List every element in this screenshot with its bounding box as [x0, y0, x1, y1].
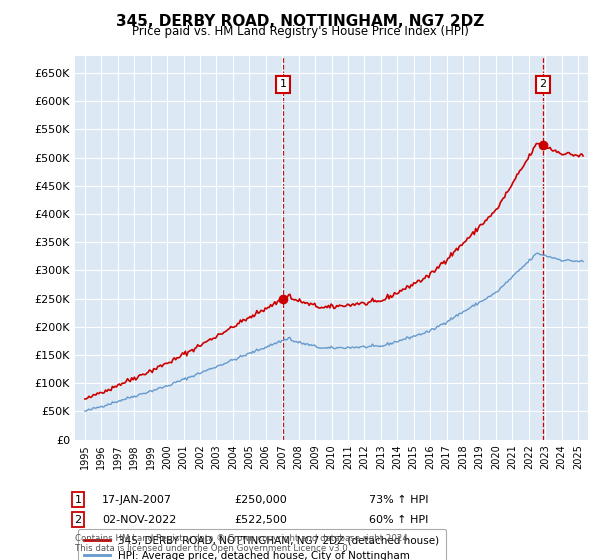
Text: Price paid vs. HM Land Registry's House Price Index (HPI): Price paid vs. HM Land Registry's House … [131, 25, 469, 38]
Text: 2: 2 [539, 79, 546, 89]
Text: Contains HM Land Registry data © Crown copyright and database right 2024.
This d: Contains HM Land Registry data © Crown c… [75, 534, 410, 553]
Text: 73% ↑ HPI: 73% ↑ HPI [369, 494, 428, 505]
Text: £250,000: £250,000 [234, 494, 287, 505]
Text: 60% ↑ HPI: 60% ↑ HPI [369, 515, 428, 525]
Text: 02-NOV-2022: 02-NOV-2022 [102, 515, 176, 525]
Text: 17-JAN-2007: 17-JAN-2007 [102, 494, 172, 505]
Text: £522,500: £522,500 [234, 515, 287, 525]
Legend: 345, DERBY ROAD, NOTTINGHAM, NG7 2DZ (detached house), HPI: Average price, detac: 345, DERBY ROAD, NOTTINGHAM, NG7 2DZ (de… [77, 529, 446, 560]
Text: 2: 2 [74, 515, 82, 525]
Text: 345, DERBY ROAD, NOTTINGHAM, NG7 2DZ: 345, DERBY ROAD, NOTTINGHAM, NG7 2DZ [116, 14, 484, 29]
Text: 1: 1 [280, 79, 286, 89]
Text: 1: 1 [74, 494, 82, 505]
